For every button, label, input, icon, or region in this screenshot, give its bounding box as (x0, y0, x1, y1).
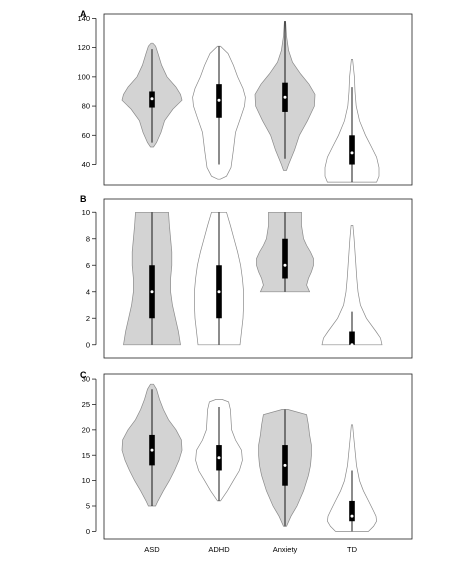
y-tick-label: 25 (82, 400, 90, 409)
y-tick-label: 10 (82, 208, 90, 217)
panel-letter: C (80, 370, 87, 380)
violin-median-dot (350, 151, 354, 155)
violin-adhd (194, 211, 244, 346)
panel-B: B 0 2 4 6 8 10 (80, 194, 413, 359)
violin-median-dot (217, 98, 221, 102)
violin-median-dot (217, 456, 221, 460)
panel-A: A 40 60 80 100 120 140 (77, 9, 413, 186)
violin-iqr-box (349, 331, 355, 345)
violin-asd (121, 383, 183, 507)
violin-median-dot (350, 514, 354, 518)
violin-iqr-box (349, 500, 355, 522)
violin-anxiety (256, 211, 314, 293)
y-tick-label: 120 (77, 43, 90, 52)
violin-adhd (195, 399, 243, 502)
violin-adhd (192, 45, 246, 180)
y-tick-label: 140 (77, 14, 90, 23)
violin-median-dot (217, 290, 221, 294)
y-tick-label: 20 (82, 425, 90, 434)
y-tick-label: 4 (86, 287, 90, 296)
y-tick-label: 60 (82, 131, 90, 140)
y-tick-label: 30 (82, 375, 90, 384)
panel-letter: B (80, 194, 87, 204)
violin-median-dot (150, 448, 154, 452)
panel-C: C 0 5 10 15 20 25 30 (80, 370, 413, 540)
y-tick-label: 80 (82, 102, 90, 111)
y-tick-label: 2 (86, 314, 90, 323)
violin-median-dot (150, 290, 154, 294)
y-tick-label: 15 (82, 451, 90, 460)
y-tick-label: 0 (86, 340, 90, 349)
violin-median-dot (283, 95, 287, 99)
x-category-label: ASD (144, 545, 160, 554)
violin-td (324, 58, 380, 183)
violin-median-dot (350, 343, 354, 347)
y-tick-label: 40 (82, 160, 90, 169)
y-tick-label: 10 (82, 476, 90, 485)
violin-anxiety (254, 20, 316, 171)
violin-iqr-box (282, 238, 288, 279)
plot-frame (103, 13, 413, 186)
violin-td (327, 424, 377, 532)
x-category-label: ADHD (208, 545, 230, 554)
y-tick-label: 100 (77, 72, 90, 81)
x-category-label: Anxiety (273, 545, 298, 554)
violin-td (321, 225, 383, 347)
violin-asd (121, 42, 183, 148)
panel-letter: A (80, 9, 87, 19)
plot-frame (103, 198, 413, 359)
violin-median-dot (150, 97, 154, 101)
violin-median-dot (283, 263, 287, 267)
y-tick-label: 6 (86, 261, 90, 270)
violin-asd (123, 211, 181, 346)
y-tick-label: 8 (86, 234, 90, 243)
y-tick-label: 0 (86, 527, 90, 536)
violin-density (321, 225, 383, 346)
plot-frame (103, 373, 413, 540)
y-tick-label: 5 (86, 502, 90, 511)
x-category-label: TD (347, 545, 358, 554)
violin-median-dot (283, 463, 287, 467)
violin-iqr-box (349, 135, 355, 165)
violin-anxiety (258, 409, 312, 527)
